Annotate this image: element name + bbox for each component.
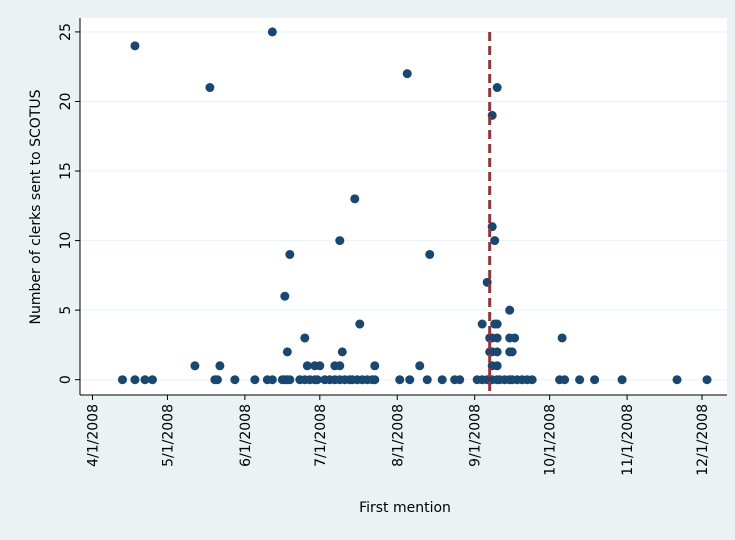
x-tick-label: 12/1/2008 (695, 404, 711, 476)
x-tick-label: 9/1/2008 (468, 404, 484, 467)
point (302, 361, 312, 371)
point (205, 83, 215, 93)
point (492, 319, 502, 329)
point (282, 347, 292, 357)
y-tick-label: 25 (58, 23, 74, 41)
x-tick-label: 5/1/2008 (160, 404, 176, 467)
point (315, 361, 325, 371)
point (490, 236, 500, 246)
point (560, 375, 570, 385)
y-tick-label: 0 (58, 375, 74, 384)
point (280, 291, 290, 301)
point (395, 375, 405, 385)
point (140, 375, 150, 385)
point (527, 375, 537, 385)
point (335, 361, 345, 371)
point (267, 27, 277, 37)
point (422, 375, 432, 385)
point (230, 375, 240, 385)
y-tick-label: 5 (58, 306, 74, 315)
point (370, 361, 380, 371)
point (350, 194, 360, 204)
point (437, 375, 447, 385)
point (312, 375, 322, 385)
y-axis-label: Number of clerks sent to SCOTUS (28, 89, 44, 324)
point (285, 249, 295, 259)
point (477, 319, 487, 329)
point (285, 375, 295, 385)
point (147, 375, 157, 385)
point (215, 361, 225, 371)
point (510, 333, 520, 343)
point (672, 375, 682, 385)
point (337, 347, 347, 357)
point (267, 375, 277, 385)
x-tick-label: 4/1/2008 (85, 404, 101, 467)
point (190, 361, 200, 371)
point (370, 375, 380, 385)
y-tick-label: 15 (58, 162, 74, 180)
point (507, 347, 517, 357)
point (492, 333, 502, 343)
y-tick-label: 10 (58, 232, 74, 250)
point (300, 333, 310, 343)
point (250, 375, 260, 385)
point (590, 375, 600, 385)
point (405, 375, 415, 385)
point (617, 375, 627, 385)
point (492, 347, 502, 357)
point (492, 83, 502, 93)
x-tick-label: 8/1/2008 (390, 404, 406, 467)
point (557, 333, 567, 343)
y-tick-label: 20 (58, 93, 74, 111)
x-tick-label: 7/1/2008 (313, 404, 329, 467)
x-tick-label: 11/1/2008 (620, 404, 636, 476)
point (212, 375, 222, 385)
point (335, 236, 345, 246)
x-tick-label: 10/1/2008 (543, 404, 559, 476)
point (575, 375, 585, 385)
x-tick-label: 6/1/2008 (238, 404, 254, 467)
point (415, 361, 425, 371)
plot-area (80, 18, 727, 395)
point (505, 305, 515, 315)
point (402, 69, 412, 79)
point (130, 375, 140, 385)
point (117, 375, 127, 385)
point (130, 41, 140, 51)
point (425, 249, 435, 259)
x-axis-label: First mention (359, 500, 451, 516)
point (492, 361, 502, 371)
point (455, 375, 465, 385)
point (355, 319, 365, 329)
point (702, 375, 712, 385)
